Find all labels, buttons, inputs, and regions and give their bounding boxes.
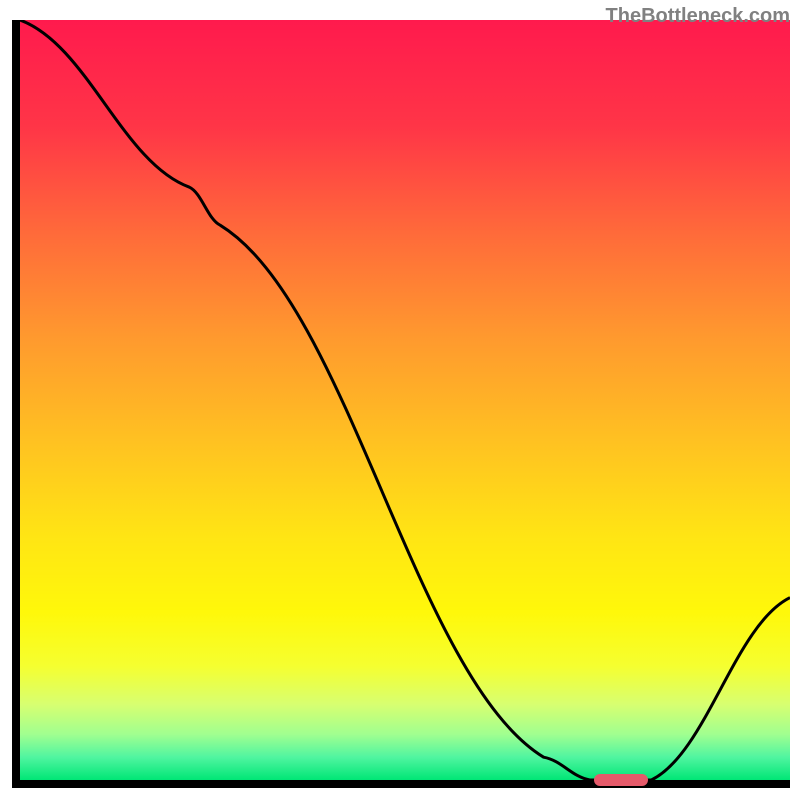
x-axis-line [12,780,790,788]
watermark-text: TheBottleneck.com [606,5,790,28]
chart-container: TheBottleneck.com [0,0,800,800]
plot-area [20,20,790,780]
bottleneck-curve [20,20,790,780]
curve-path [20,20,790,780]
optimal-marker [594,774,648,786]
y-axis-line [12,20,20,788]
